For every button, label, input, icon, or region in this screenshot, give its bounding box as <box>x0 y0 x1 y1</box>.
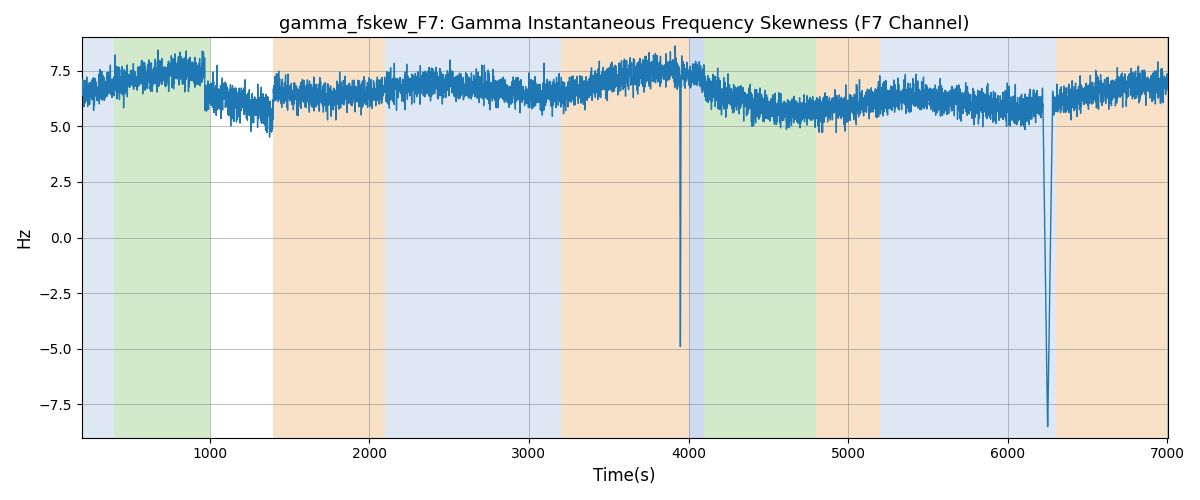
Bar <box>385 38 560 438</box>
Bar <box>960 38 1056 438</box>
Bar <box>274 38 385 438</box>
Bar <box>114 38 210 438</box>
Bar <box>82 38 114 438</box>
Bar <box>704 38 816 438</box>
Y-axis label: Hz: Hz <box>14 227 34 248</box>
Bar <box>880 38 960 438</box>
Bar <box>816 38 880 438</box>
X-axis label: Time(s): Time(s) <box>593 467 656 485</box>
Bar <box>689 38 704 438</box>
Bar <box>560 38 689 438</box>
Bar <box>1056 38 1168 438</box>
Title: gamma_fskew_F7: Gamma Instantaneous Frequency Skewness (F7 Channel): gamma_fskew_F7: Gamma Instantaneous Freq… <box>280 15 970 34</box>
